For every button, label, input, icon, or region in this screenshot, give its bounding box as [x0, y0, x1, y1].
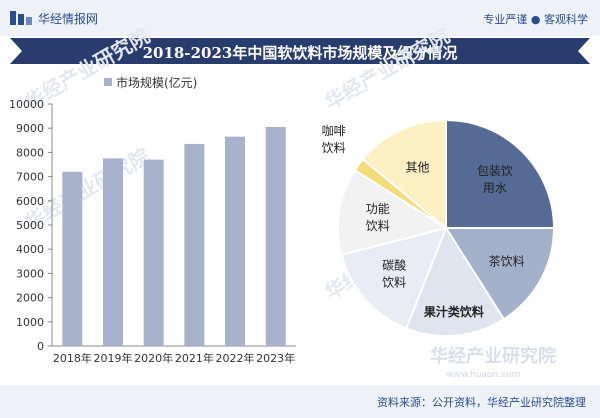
- x-tick-label: 2022年: [216, 351, 255, 365]
- pie-label: 功能饮料: [366, 202, 390, 233]
- y-tick-label: 6000: [16, 195, 44, 208]
- pie-slice: [404, 225, 506, 337]
- x-tick-label: 2018年: [53, 351, 92, 365]
- watermark-url: www.huaon.com: [446, 370, 520, 380]
- y-tick-label: 5000: [16, 219, 44, 232]
- legend-label: 市场规模(亿元): [116, 75, 197, 90]
- pie-label: 咖啡饮料: [322, 123, 346, 155]
- pie-slice: [445, 118, 556, 229]
- y-tick-label: 7000: [16, 171, 44, 184]
- pie-label: 茶饮料: [489, 253, 525, 268]
- source-note: 资料来源：公开资料，华经产业研究院整理: [377, 396, 586, 409]
- y-tick-label: 4000: [16, 243, 44, 256]
- bar: [184, 143, 205, 346]
- y-tick-label: 2000: [16, 292, 44, 305]
- brand-tagline: 专业严谨 ● 客观科学: [483, 13, 588, 26]
- pie-slice: [361, 118, 447, 231]
- title-band: 2018-2023年中国软饮料市场规模及细分情况: [10, 38, 590, 64]
- bar: [103, 158, 123, 346]
- y-tick-label: 1000: [16, 316, 44, 329]
- y-tick-label: 3000: [16, 267, 44, 280]
- brand-logo-icon: [10, 11, 32, 25]
- watermark-text: 华经产业研究院: [430, 345, 556, 367]
- legend-swatch: [104, 78, 112, 86]
- pie-slice: [444, 227, 556, 321]
- pie-label: 其他: [405, 160, 429, 174]
- pie-slice: [337, 168, 449, 257]
- header-bar: 华经情报网 专业严谨 ● 客观科学: [0, 0, 600, 36]
- chart-title: 2018-2023年中国软饮料市场规模及细分情况: [142, 44, 458, 62]
- x-tick-label: 2021年: [175, 351, 214, 365]
- footer-bar: 资料来源：公开资料，华经产业研究院整理: [0, 385, 600, 418]
- y-tick-label: 0: [37, 340, 44, 353]
- y-tick-label: 8000: [16, 146, 44, 159]
- pie-label: 包装饮用水: [477, 164, 513, 195]
- y-tick-label: 10000: [9, 98, 44, 111]
- pie-label: 果汁类饮料: [423, 304, 484, 319]
- brand-name: 华经情报网: [38, 12, 99, 26]
- x-tick-label: 2023年: [256, 351, 295, 365]
- y-tick-label: 9000: [16, 122, 44, 135]
- x-tick-label: 2020年: [134, 351, 173, 365]
- x-tick-label: 2019年: [94, 351, 133, 365]
- pie-label: 碳酸饮料: [382, 258, 406, 290]
- pie-slice: [340, 226, 448, 330]
- bar: [62, 171, 83, 346]
- watermark-text: 华经产业研究院: [321, 24, 454, 115]
- bar: [225, 136, 245, 346]
- bar: [143, 159, 164, 346]
- bar: [265, 126, 286, 347]
